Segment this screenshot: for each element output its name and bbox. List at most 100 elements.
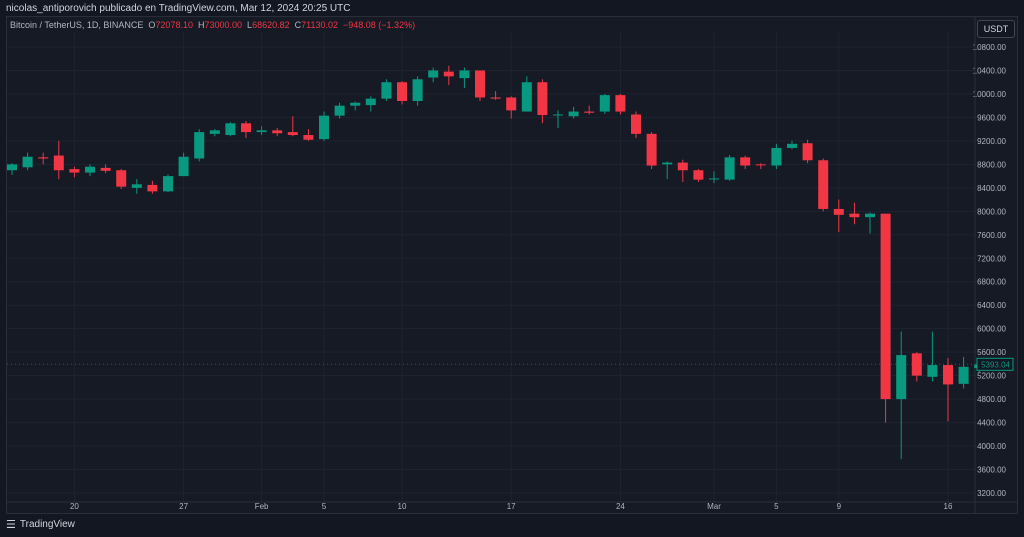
x-tick-label: 24 [616, 502, 625, 511]
high-label: H [197, 20, 205, 30]
candle-body [147, 184, 158, 192]
candle-body [490, 97, 501, 99]
candle-body [553, 114, 563, 116]
candle-body [506, 97, 517, 111]
candle-body [662, 162, 673, 165]
candle-body [927, 365, 938, 377]
candle-body [615, 95, 626, 112]
candle-body [412, 79, 423, 101]
symbol-name: Bitcoin / TetherUS, 1D, BINANCE [10, 20, 144, 30]
candle-body [178, 156, 189, 177]
footer: ☰ TradingView [6, 518, 75, 531]
close-value: 71130.02 [301, 20, 338, 30]
candle-body [740, 157, 751, 166]
candle-body [334, 105, 345, 116]
y-tick-label: 7200.00 [977, 254, 1006, 263]
open-value: 72078.10 [155, 20, 193, 30]
y-tick-label: 8800.00 [977, 160, 1006, 169]
candle-body [53, 155, 64, 171]
y-tick-label: 10000.00 [973, 90, 1007, 99]
x-tick-label: 5 [322, 502, 327, 511]
candle-body [7, 164, 17, 171]
candle-body [943, 365, 953, 385]
y-tick-label: 10400.00 [973, 66, 1007, 75]
candle-body [225, 123, 236, 136]
x-tick-label: 16 [944, 502, 953, 511]
candle-body [303, 135, 314, 140]
candle-body [116, 170, 127, 187]
candle-body [85, 166, 95, 173]
y-tick-label: 4800.00 [977, 395, 1006, 404]
candle-body [319, 115, 329, 140]
candle-body [724, 157, 735, 180]
y-tick-label: 9200.00 [977, 137, 1006, 146]
candle-body [677, 162, 688, 171]
y-tick-label: 10800.00 [973, 43, 1007, 52]
candle-body [272, 130, 283, 134]
candle-body [475, 70, 485, 98]
open-label: O [148, 20, 156, 30]
candle-body [865, 213, 875, 218]
change-value: −948.08 (−1.32%) [343, 20, 416, 30]
x-tick-label: Feb [255, 502, 269, 511]
candle-body [958, 366, 969, 384]
x-tick-label: Mar [707, 502, 721, 511]
candle-body [709, 178, 719, 180]
candle-body [100, 167, 111, 171]
y-tick-label: 8400.00 [977, 184, 1006, 193]
x-tick-label: 27 [179, 502, 188, 511]
y-tick-label: 7600.00 [977, 231, 1006, 240]
low-label: L [247, 20, 253, 30]
last-price-label: 5393.04 [981, 360, 1010, 369]
candle-body [818, 160, 829, 209]
candle-body [241, 123, 251, 133]
candle-body [568, 111, 579, 117]
top-bar: nicolas_antiporovich publicado en Tradin… [0, 0, 1024, 16]
candle-body [194, 132, 205, 159]
candle-body [256, 130, 267, 133]
candle-body [584, 111, 595, 113]
y-tick-label: 5200.00 [977, 372, 1006, 381]
x-tick-label: 10 [398, 502, 407, 511]
tradingview-logo-icon[interactable]: ☰ [6, 519, 16, 531]
candle-body [787, 143, 797, 148]
y-tick-label: 5600.00 [977, 348, 1006, 357]
candle-body [646, 133, 657, 166]
candle-body [287, 132, 298, 136]
candle-body [599, 95, 610, 112]
publisher-info: nicolas_antiporovich publicado en Tradin… [6, 3, 351, 14]
candle-body [911, 353, 922, 376]
candle-body [755, 164, 766, 166]
symbol-legend: Bitcoin / TetherUS, 1D, BINANCE O72078.1… [10, 20, 415, 30]
candle-body [163, 176, 173, 192]
x-tick-label: 20 [70, 502, 79, 511]
candle-body [38, 157, 49, 159]
candle-body [365, 98, 376, 106]
candle-body [537, 82, 548, 116]
close-label: C [294, 20, 302, 30]
candle-body [69, 169, 80, 173]
candle-body [771, 147, 782, 166]
currency-button[interactable]: USDT [977, 20, 1015, 38]
candle-body [443, 71, 454, 77]
candle-body [350, 102, 361, 106]
y-tick-label: 6400.00 [977, 301, 1006, 310]
y-tick-label: 6800.00 [977, 278, 1006, 287]
x-tick-label: 17 [507, 502, 516, 511]
candle-body [521, 82, 532, 112]
candle-body [849, 213, 860, 218]
x-tick-label: 5 [774, 502, 779, 511]
high-value: 73000.00 [204, 20, 243, 30]
brand-name[interactable]: TradingView [19, 519, 75, 530]
y-tick-label: 6000.00 [977, 325, 1006, 334]
candle-body [381, 82, 392, 99]
candle-body [802, 143, 813, 161]
y-tick-label: 3200.00 [977, 489, 1006, 498]
candle-body [896, 355, 907, 400]
candle-body [459, 70, 470, 79]
candle-body [22, 156, 33, 168]
x-tick-label: 9 [837, 502, 842, 511]
last-price-box [976, 357, 1014, 371]
candle-body [397, 82, 407, 101]
